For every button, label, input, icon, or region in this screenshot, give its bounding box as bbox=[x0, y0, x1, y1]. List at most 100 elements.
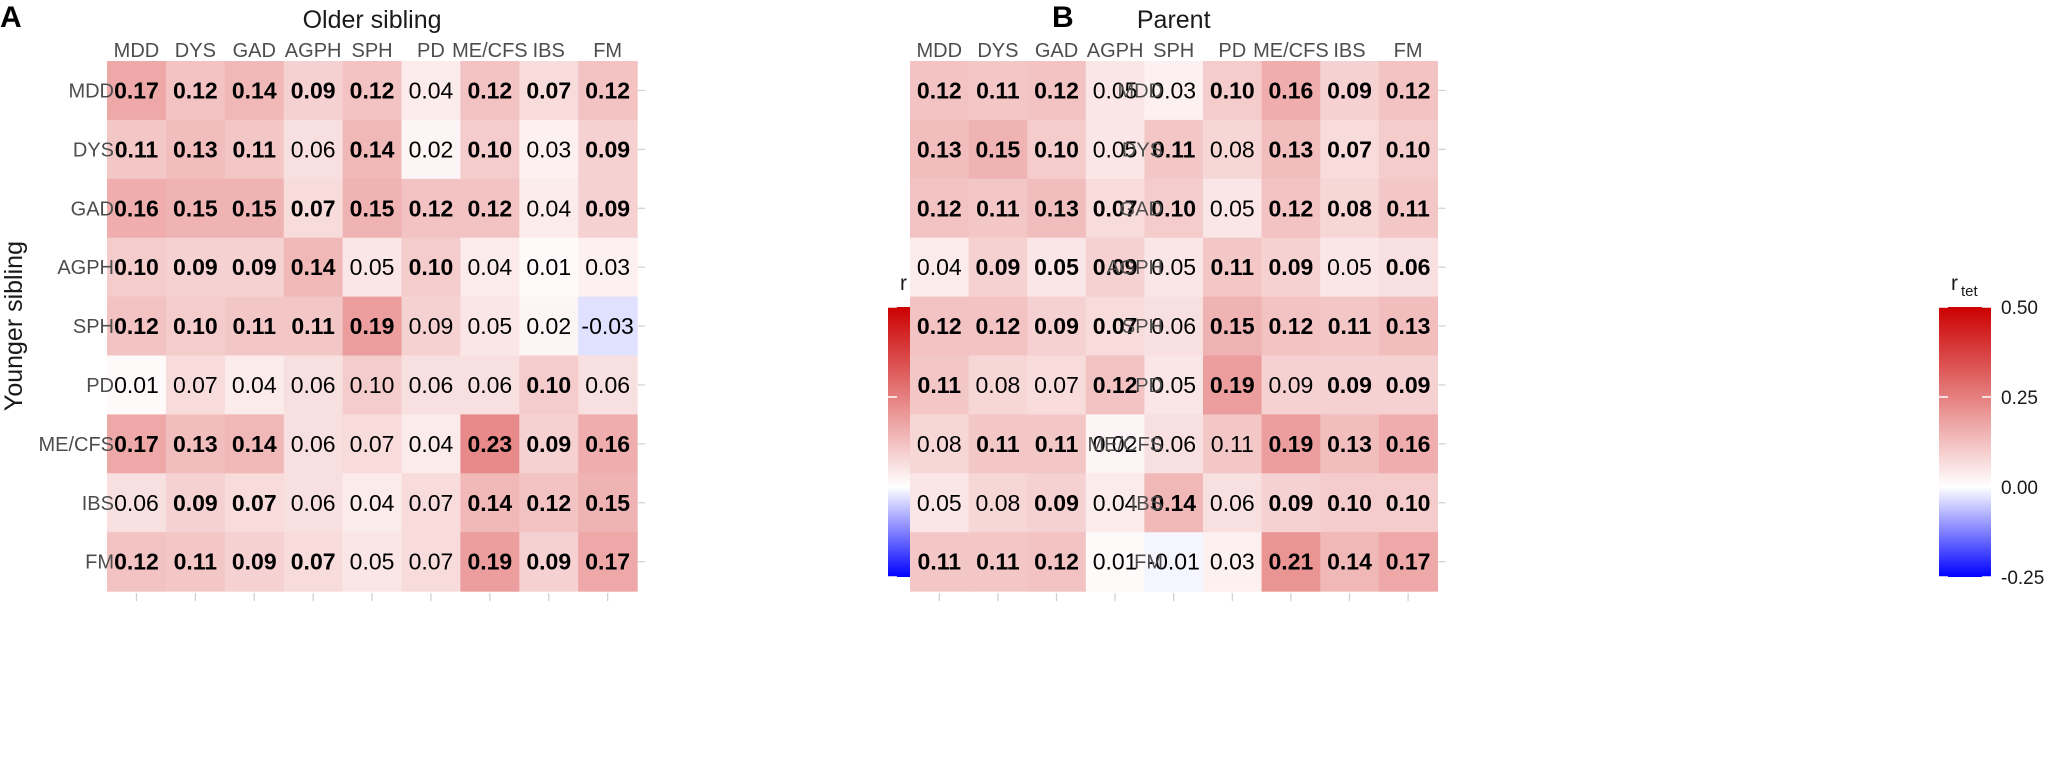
heatmap-cell bbox=[968, 178, 1028, 239]
cell-value-label: 0.10 bbox=[1386, 490, 1431, 516]
heatmap-cell bbox=[1203, 119, 1263, 180]
cell-value-label: 0.09 bbox=[409, 313, 454, 339]
cell-value-label: 0.17 bbox=[114, 431, 159, 457]
heatmap-cell bbox=[283, 61, 344, 121]
heatmap-cell bbox=[968, 237, 1028, 298]
heatmap-cell bbox=[224, 532, 285, 592]
cell-value-label: 0.07 bbox=[291, 549, 336, 575]
cell-value-label: 0.11 bbox=[976, 195, 1020, 221]
cell-value-label: 0.04 bbox=[917, 254, 962, 280]
cell-value-label: 0.09 bbox=[526, 431, 571, 457]
cell-value-label: 0.07 bbox=[291, 195, 336, 221]
cell-value-label: 0.06 bbox=[467, 372, 512, 398]
heatmap-cell bbox=[283, 414, 344, 474]
heatmap-cell bbox=[968, 414, 1028, 474]
heatmap-cell bbox=[1027, 532, 1087, 592]
cell-value-label: 0.12 bbox=[1093, 372, 1138, 398]
y-tick-label: PD bbox=[1135, 375, 1163, 397]
cell-value-label: 0.10 bbox=[1386, 136, 1431, 162]
x-tick-label: GAD bbox=[233, 40, 276, 62]
heatmap-cell bbox=[1144, 61, 1204, 121]
cell-value-label: 0.16 bbox=[114, 195, 159, 221]
cell-value-label: 0.11 bbox=[1035, 431, 1079, 457]
heatmap-cell bbox=[460, 532, 520, 592]
heatmap-cell bbox=[224, 473, 285, 533]
cell-value-label: 0.12 bbox=[1034, 77, 1079, 103]
cell-value-label: 0.01 bbox=[526, 254, 571, 280]
x-tick-label: AGPH bbox=[285, 40, 342, 62]
heatmap-cell bbox=[578, 237, 638, 298]
heatmap-cell bbox=[1320, 532, 1380, 592]
heatmap-cell bbox=[165, 414, 226, 474]
cell-value-label: 0.04 bbox=[1093, 490, 1138, 516]
heatmap-cell bbox=[1378, 237, 1438, 298]
heatmap-cell bbox=[1320, 355, 1380, 415]
cell-value-label: 0.11 bbox=[1386, 195, 1430, 221]
x-tick-label: FM bbox=[593, 40, 622, 62]
heatmap-cell bbox=[1261, 178, 1321, 239]
heatmap-cell bbox=[1085, 473, 1145, 533]
heatmap-cell bbox=[968, 532, 1028, 592]
cell-value-label: 0.03 bbox=[585, 254, 630, 280]
heatmap-cell bbox=[1378, 296, 1438, 357]
x-tick-label: MDD bbox=[114, 40, 160, 62]
x-tick-label: IBS bbox=[533, 40, 565, 62]
heatmap-cell bbox=[283, 178, 344, 239]
cell-value-label: 0.13 bbox=[173, 431, 218, 457]
heatmap-cell bbox=[910, 414, 970, 474]
cell-value-label: 0.12 bbox=[976, 313, 1021, 339]
cell-value-label: 0.06 bbox=[291, 372, 336, 398]
cell-value-label: 0.09 bbox=[173, 254, 218, 280]
heatmap-cell bbox=[107, 178, 167, 239]
cell-value-label: 0.07 bbox=[1327, 136, 1372, 162]
x-tick-label: FM bbox=[1394, 40, 1423, 62]
heatmap-cell bbox=[342, 414, 403, 474]
cell-value-label: 0.12 bbox=[173, 77, 218, 103]
heatmap-cell bbox=[1085, 61, 1145, 121]
heatmap-cell bbox=[1027, 355, 1087, 415]
y-tick-label: MDD bbox=[1117, 80, 1163, 102]
heatmap-cell bbox=[283, 119, 344, 180]
heatmap-cell bbox=[107, 473, 167, 533]
heatmap-cell bbox=[165, 61, 226, 121]
heatmap-cell bbox=[107, 61, 167, 121]
cell-value-label: 0.11 bbox=[233, 313, 277, 339]
cell-value-label: 0.09 bbox=[585, 195, 630, 221]
cell-value-label: 0.11 bbox=[291, 313, 335, 339]
heatmap-cell bbox=[224, 119, 285, 180]
cell-value-label: 0.06 bbox=[409, 372, 454, 398]
heatmap-cell bbox=[1027, 61, 1087, 121]
cell-value-label: 0.14 bbox=[232, 77, 277, 103]
legend-tick-label: 0.25 bbox=[2001, 388, 2038, 409]
cell-value-label: 0.05 bbox=[350, 549, 395, 575]
heatmap-cell bbox=[910, 473, 970, 533]
y-tick-label: AGPH bbox=[1106, 257, 1163, 279]
legend-colorbar bbox=[1939, 307, 1991, 577]
heatmap-cell bbox=[1203, 355, 1263, 415]
cell-value-label: 0.19 bbox=[350, 313, 395, 339]
heatmap-cell bbox=[1378, 119, 1438, 180]
heatmap-cell bbox=[1203, 178, 1263, 239]
y-tick-label: GAD bbox=[1120, 198, 1163, 220]
heatmap-cell bbox=[1261, 296, 1321, 357]
heatmap-cell bbox=[968, 355, 1028, 415]
cell-value-label: 0.06 bbox=[585, 372, 630, 398]
heatmap-cell bbox=[401, 473, 461, 533]
cell-value-label: 0.12 bbox=[585, 77, 630, 103]
y-tick-label: DYS bbox=[73, 139, 114, 161]
cell-value-label: 0.04 bbox=[350, 490, 395, 516]
heatmap-cell bbox=[342, 473, 403, 533]
legend-title-subscript: tet bbox=[1961, 283, 1979, 300]
cell-value-label: 0.06 bbox=[291, 431, 336, 457]
heatmap-cell bbox=[1261, 237, 1321, 298]
heatmap-cell bbox=[519, 414, 579, 474]
x-tick-label: AGPH bbox=[1087, 40, 1144, 62]
heatmap-cell bbox=[342, 355, 403, 415]
cell-value-label: 0.04 bbox=[409, 431, 454, 457]
cell-value-label: 0.14 bbox=[467, 490, 512, 516]
heatmap-cell bbox=[519, 61, 579, 121]
cell-value-label: 0.19 bbox=[1210, 372, 1255, 398]
cell-value-label: 0.11 bbox=[1152, 136, 1196, 162]
cell-value-label: 0.11 bbox=[233, 136, 277, 162]
cell-value-label: 0.08 bbox=[1327, 195, 1372, 221]
